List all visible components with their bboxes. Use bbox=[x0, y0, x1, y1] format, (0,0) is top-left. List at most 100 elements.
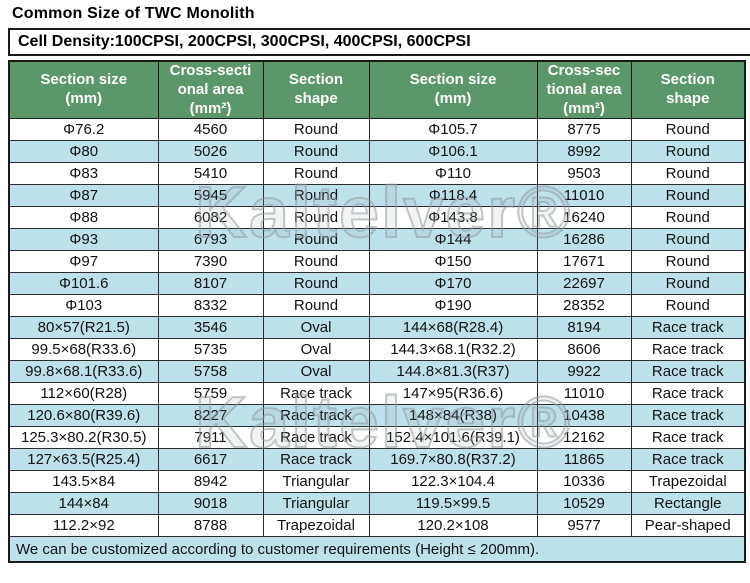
cell: Φ150 bbox=[368, 250, 538, 274]
table-row: Φ83 5410 Round Φ110 9503 Round bbox=[8, 162, 746, 186]
column-header: Section size (mm) bbox=[368, 60, 538, 120]
table-row: Φ103 8332 Round Φ190 28352 Round bbox=[8, 294, 746, 318]
cell: Round bbox=[630, 272, 746, 296]
cell: 6082 bbox=[157, 206, 264, 230]
cell: 16240 bbox=[536, 206, 632, 230]
cell: Race track bbox=[630, 382, 746, 406]
table-row: Φ101.6 8107 Round Φ170 22697 Round bbox=[8, 272, 746, 296]
cell: 4560 bbox=[157, 118, 264, 142]
cell: Race track bbox=[630, 404, 746, 428]
cell: Round bbox=[630, 250, 746, 274]
cell: Round bbox=[630, 184, 746, 208]
cell: 8107 bbox=[157, 272, 264, 296]
cell: 9018 bbox=[157, 492, 264, 516]
cell: Round bbox=[262, 206, 370, 230]
cell: Race track bbox=[262, 448, 370, 472]
table-header: Section size (mm) Cross-secti onal area (… bbox=[8, 60, 746, 120]
table-row: 120.6×80(R39.6) 8227 Race track 148×84(R38)… bbox=[8, 404, 746, 428]
cell: Round bbox=[262, 250, 370, 274]
cell: 144.3×68.1(R32.2) bbox=[368, 338, 538, 362]
cell: Rectangle bbox=[630, 492, 746, 516]
cell: 8942 bbox=[157, 470, 264, 494]
cell: 5410 bbox=[157, 162, 264, 186]
cell: 5759 bbox=[157, 382, 264, 406]
cell: Φ76.2 bbox=[8, 118, 159, 142]
cell: Pear-shaped bbox=[630, 514, 746, 538]
cell-density-box: Cell Density:100CPSI, 200CPSI, 300CPSI, … bbox=[8, 28, 750, 56]
table-row: 99.5×68(R33.6) 5735 Oval 144.3×68.1(R32.2) 8… bbox=[8, 338, 746, 362]
cell: 99.8×68.1(R33.6) bbox=[8, 360, 159, 384]
cell: 8788 bbox=[157, 514, 264, 538]
cell: 125.3×80.2(R30.5) bbox=[8, 426, 159, 450]
cell: 112.2×92 bbox=[8, 514, 159, 538]
table-row: 144×84 9018 Triangular 119.5×99.5 10529 Recta… bbox=[8, 492, 746, 516]
cell: Φ93 bbox=[8, 228, 159, 252]
cell: 8775 bbox=[536, 118, 632, 142]
cell: 7911 bbox=[157, 426, 264, 450]
column-header: Cross-sec tional area (mm²) bbox=[536, 60, 632, 120]
cell: 99.5×68(R33.6) bbox=[8, 338, 159, 362]
cell: Race track bbox=[630, 338, 746, 362]
monolith-size-table: Section size (mm) Cross-secti onal area (… bbox=[8, 60, 746, 564]
cell: Φ97 bbox=[8, 250, 159, 274]
cell: Round bbox=[630, 162, 746, 186]
cell: 16286 bbox=[536, 228, 632, 252]
cell: Triangular bbox=[262, 470, 370, 494]
cell: Φ101.6 bbox=[8, 272, 159, 296]
table-row: 143.5×84 8942 Triangular 122.3×104.4 10336 Tr… bbox=[8, 470, 746, 494]
cell: Race track bbox=[262, 382, 370, 406]
cell: Oval bbox=[262, 338, 370, 362]
table-row: Φ87 5945 Round Φ118.4 11010 Round bbox=[8, 184, 746, 208]
cell: 8992 bbox=[536, 140, 632, 164]
column-header: Section shape bbox=[630, 60, 746, 120]
cell: 80×57(R21.5) bbox=[8, 316, 159, 340]
cell: 10438 bbox=[536, 404, 632, 428]
cell: 5945 bbox=[157, 184, 264, 208]
cell: Φ118.4 bbox=[368, 184, 538, 208]
cell: Race track bbox=[630, 316, 746, 340]
table-body: Φ76.2 4560 Round Φ105.7 8775 Round Φ80 5026 Roun… bbox=[8, 118, 746, 538]
cell: 17671 bbox=[536, 250, 632, 274]
cell: 10529 bbox=[536, 492, 632, 516]
cell: Round bbox=[262, 228, 370, 252]
cell: 5758 bbox=[157, 360, 264, 384]
cell: Race track bbox=[630, 360, 746, 384]
table-row: Φ76.2 4560 Round Φ105.7 8775 Round bbox=[8, 118, 746, 142]
cell: Φ88 bbox=[8, 206, 159, 230]
table-row: 112×60(R28) 5759 Race track 147×95(R36.6) 11… bbox=[8, 382, 746, 406]
header-row: Section size (mm) Cross-secti onal area (… bbox=[8, 60, 746, 120]
cell: 11010 bbox=[536, 184, 632, 208]
cell: 3546 bbox=[157, 316, 264, 340]
cell: Φ110 bbox=[368, 162, 538, 186]
cell: Φ105.7 bbox=[368, 118, 538, 142]
cell: Round bbox=[630, 228, 746, 252]
cell: Round bbox=[630, 118, 746, 142]
cell: 12162 bbox=[536, 426, 632, 450]
cell: Φ103 bbox=[8, 294, 159, 318]
table-row: 112.2×92 8788 Trapezoidal 120.2×108 9577 Pear… bbox=[8, 514, 746, 538]
table-row: 99.8×68.1(R33.6) 5758 Oval 144.8×81.3(R37) 9… bbox=[8, 360, 746, 384]
cell: 148×84(R38) bbox=[368, 404, 538, 428]
cell: Race track bbox=[262, 426, 370, 450]
footer-row: We can be customized according to custom… bbox=[8, 536, 746, 563]
cell: 144×68(R28.4) bbox=[368, 316, 538, 340]
cell: Round bbox=[630, 206, 746, 230]
cell: 7390 bbox=[157, 250, 264, 274]
cell: Triangular bbox=[262, 492, 370, 516]
table-row: 80×57(R21.5) 3546 Oval 144×68(R28.4) 8194 Rac… bbox=[8, 316, 746, 340]
cell: Round bbox=[630, 140, 746, 164]
cell: 120.6×80(R39.6) bbox=[8, 404, 159, 428]
cell: 120.2×108 bbox=[368, 514, 538, 538]
cell: Φ144 bbox=[368, 228, 538, 252]
table-row: 127×63.5(R25.4) 6617 Race track 169.7×80.8(… bbox=[8, 448, 746, 472]
cell: 11865 bbox=[536, 448, 632, 472]
cell: 6617 bbox=[157, 448, 264, 472]
cell-density-text: Cell Density:100CPSI, 200CPSI, 300CPSI, … bbox=[18, 33, 471, 50]
cell: 28352 bbox=[536, 294, 632, 318]
cell: 8606 bbox=[536, 338, 632, 362]
table-row: Φ80 5026 Round Φ106.1 8992 Round bbox=[8, 140, 746, 164]
cell: Φ170 bbox=[368, 272, 538, 296]
cell: 5735 bbox=[157, 338, 264, 362]
cell: 9503 bbox=[536, 162, 632, 186]
